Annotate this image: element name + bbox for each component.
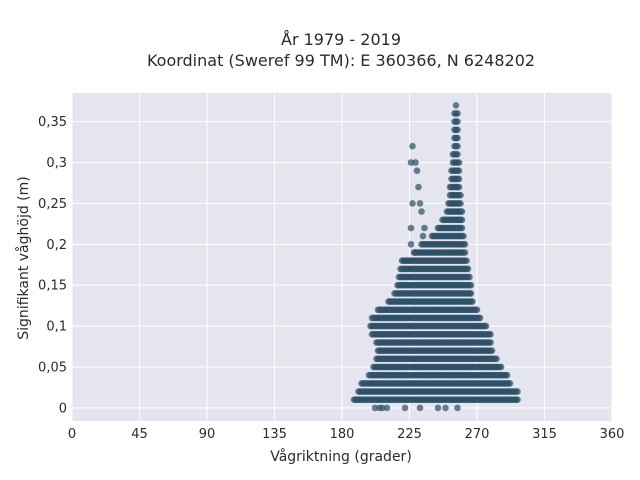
data-point — [493, 355, 500, 363]
data-point — [487, 331, 494, 338]
data-point — [454, 151, 461, 158]
data-point — [514, 388, 521, 395]
x-tick-label: 135 — [262, 427, 287, 442]
x-tick-label: 270 — [465, 427, 490, 442]
data-point — [487, 339, 494, 346]
axis-tick-labels: 0 45 90 135 180 225 270 315 360 0 0,05 0,1 0,15 0,2 0,… — [38, 115, 624, 442]
data-point — [469, 298, 476, 305]
data-point — [418, 208, 425, 215]
data-point — [463, 257, 470, 265]
data-point — [488, 347, 496, 355]
y-tick-label: 0,05 — [38, 361, 67, 376]
data-point — [506, 380, 514, 387]
data-point — [452, 102, 460, 109]
data-point — [454, 134, 461, 142]
data-point — [412, 159, 419, 166]
data-point — [458, 224, 466, 232]
data-point — [458, 208, 466, 215]
data-point — [466, 273, 473, 281]
data-point — [415, 183, 422, 191]
y-axis-title: Signifikant våghöjd (m) — [15, 176, 32, 339]
data-point — [460, 232, 467, 240]
data-point — [464, 265, 472, 273]
x-tick-label: 90 — [199, 427, 216, 442]
y-tick-label: 0,3 — [46, 156, 67, 171]
y-tick-label: 0,2 — [46, 238, 67, 253]
data-point — [497, 363, 505, 371]
y-tick-label: 0 — [59, 401, 67, 416]
x-axis-title: Vågriktning (grader) — [270, 448, 412, 465]
data-point — [409, 142, 416, 150]
data-point — [409, 200, 416, 207]
y-tick-label: 0,1 — [46, 320, 67, 335]
x-tick-label: 225 — [397, 427, 422, 442]
data-point — [514, 396, 521, 404]
data-point — [454, 142, 461, 150]
data-point — [482, 322, 490, 330]
x-tick-label: 360 — [600, 427, 625, 442]
data-point — [454, 126, 461, 134]
data-point — [467, 290, 475, 297]
data-point — [421, 224, 428, 232]
data-point — [461, 249, 469, 256]
data-point — [455, 167, 463, 174]
data-point — [416, 200, 424, 207]
data-points — [350, 102, 521, 412]
data-point — [476, 314, 484, 322]
data-point — [458, 216, 466, 224]
data-point — [457, 200, 464, 207]
chart-title-line1: År 1979 - 2019 — [281, 30, 401, 49]
data-point — [503, 371, 511, 379]
y-tick-label: 0,25 — [38, 197, 67, 212]
data-point — [401, 404, 409, 412]
data-point — [407, 241, 415, 248]
data-point — [442, 404, 449, 412]
data-point — [455, 183, 463, 191]
data-point — [413, 167, 421, 174]
data-point — [455, 175, 463, 183]
data-point — [383, 404, 391, 412]
data-point — [461, 241, 469, 248]
data-point — [473, 306, 481, 314]
x-tick-label: 45 — [131, 427, 148, 442]
grid-lines — [71, 93, 613, 421]
data-point — [454, 118, 461, 125]
chart-title-line2: Koordinat (Sweref 99 TM): E 360366, N 62… — [147, 51, 535, 70]
data-point — [412, 249, 419, 256]
x-tick-label: 0 — [68, 427, 76, 442]
x-tick-label: 315 — [532, 427, 557, 442]
data-point — [455, 159, 463, 166]
data-point — [454, 110, 461, 117]
y-tick-label: 0,15 — [38, 279, 67, 294]
x-tick-label: 180 — [330, 427, 355, 442]
data-point — [416, 404, 424, 412]
data-point — [434, 404, 442, 412]
data-point — [467, 281, 475, 289]
data-point — [454, 404, 461, 412]
data-point — [457, 191, 464, 199]
y-tick-label: 0,35 — [38, 115, 67, 130]
data-point — [407, 224, 415, 232]
data-point — [419, 232, 427, 240]
